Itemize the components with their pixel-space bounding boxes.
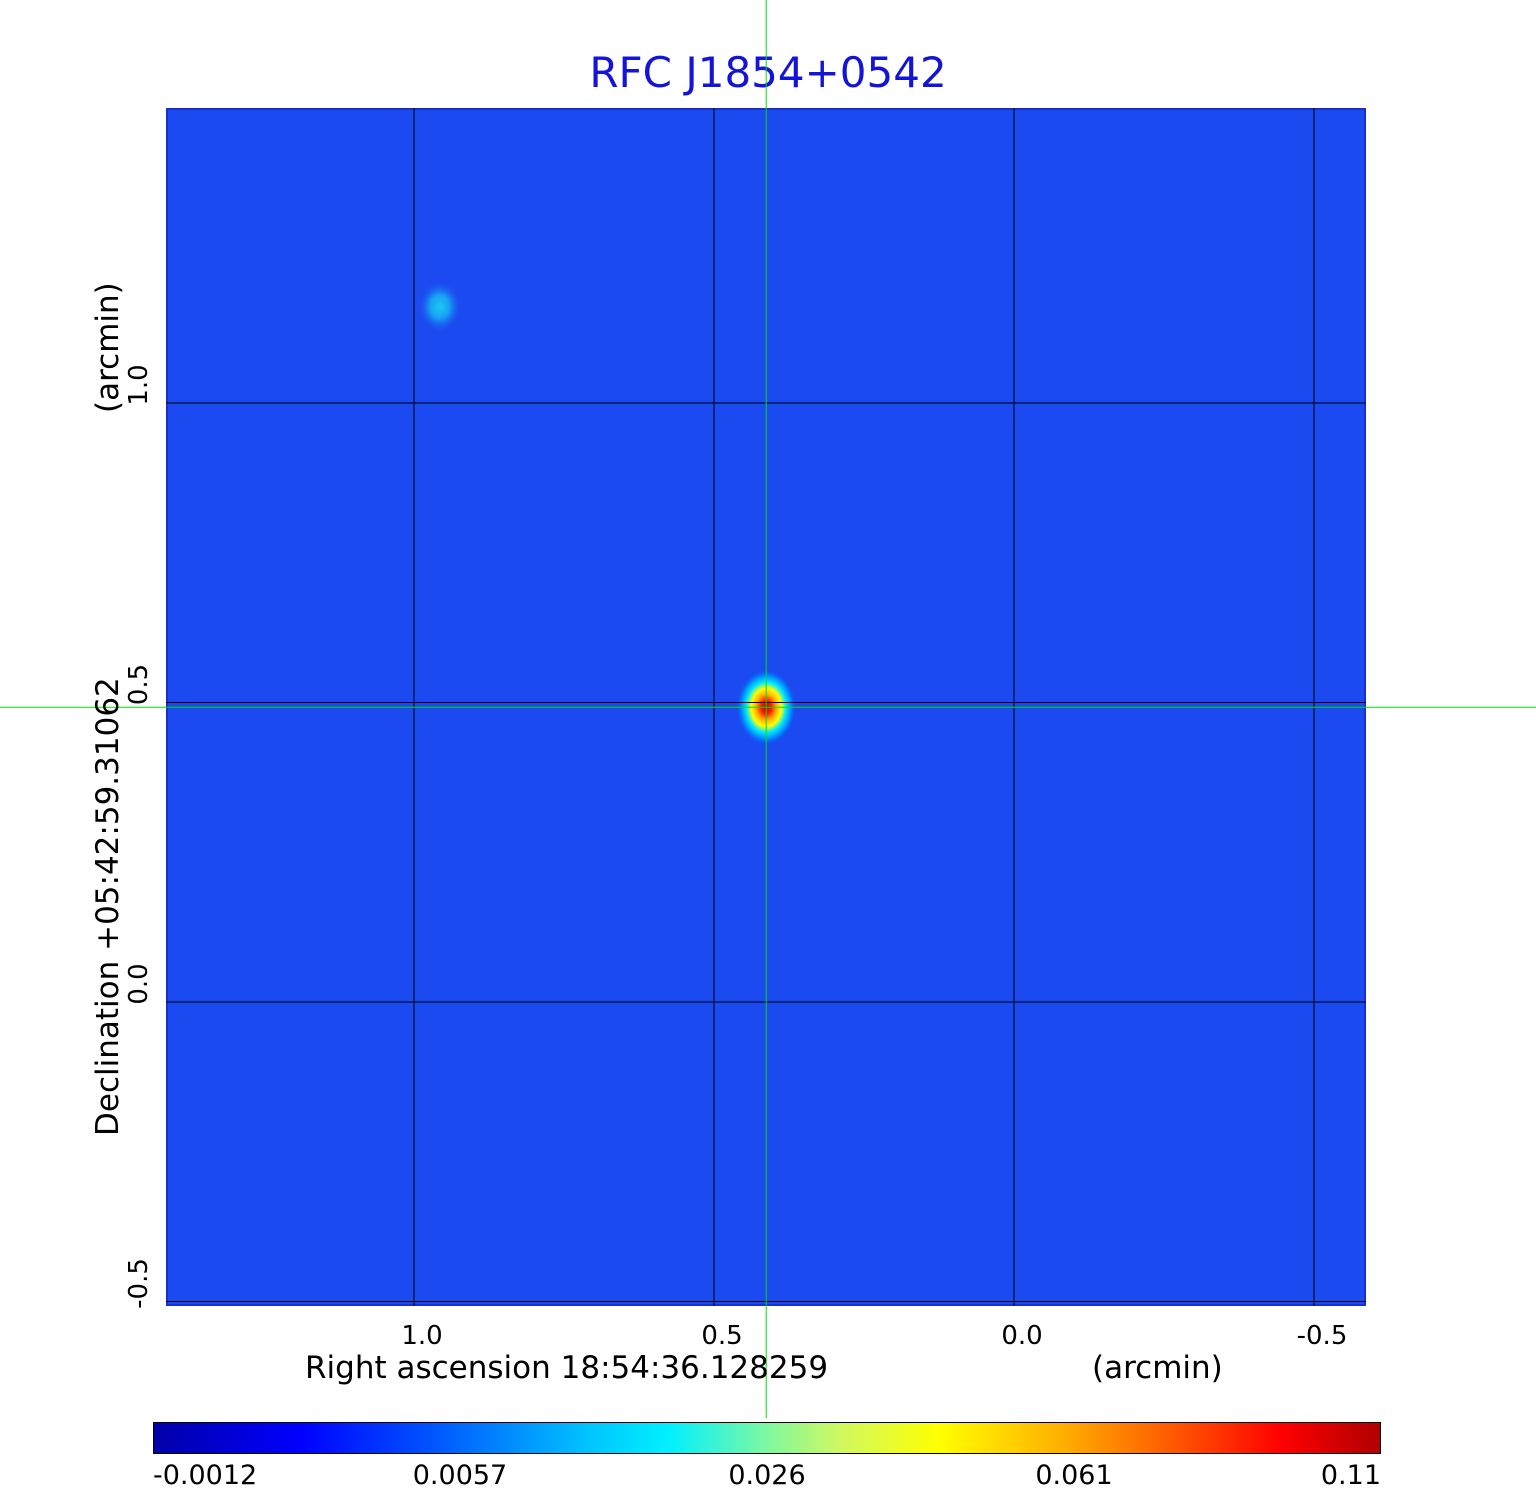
x-axis-label: Right ascension 18:54:36.128259	[305, 1350, 828, 1386]
colorbar-tick-2: 0.026	[728, 1460, 806, 1491]
x-tick-label-1: 0.5	[701, 1321, 742, 1351]
x-tick-label-2: 0.0	[1001, 1321, 1042, 1351]
colorbar-tick-0: -0.0012	[153, 1460, 258, 1491]
colorbar-tick-1: 0.0057	[412, 1460, 508, 1491]
source-faint	[417, 280, 462, 333]
x-tick-label-3: -0.5	[1297, 1321, 1348, 1351]
y-tick-label-2: 0.5	[124, 664, 154, 705]
y-tick-label-3: 1.0	[124, 364, 154, 405]
x-axis-unit: (arcmin)	[1092, 1350, 1223, 1386]
colorbar	[153, 1422, 1381, 1454]
y-axis-unit: (arcmin)	[90, 282, 126, 413]
colorbar-tick-3: 0.061	[1035, 1460, 1113, 1491]
x-tick-label-0: 1.0	[401, 1321, 442, 1351]
y-tick-label-0: -0.5	[124, 1258, 154, 1309]
y-tick-label-1: 0.0	[124, 963, 154, 1004]
y-axis-label: Declination +05:42:59.31062	[90, 677, 126, 1136]
colorbar-tick-4: 0.11	[1320, 1460, 1381, 1491]
chart-title: RFC J1854+0542	[589, 48, 947, 97]
